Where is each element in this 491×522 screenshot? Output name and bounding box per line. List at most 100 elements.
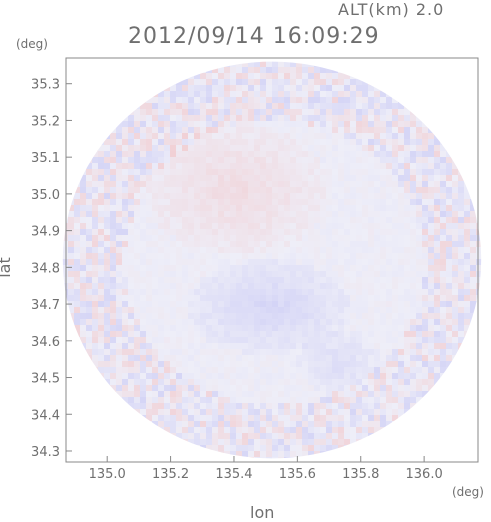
- heatmap-cell: [152, 193, 158, 199]
- heatmap-cell: [170, 397, 176, 403]
- heatmap-cell: [410, 127, 416, 133]
- heatmap-cell: [122, 85, 128, 91]
- heatmap-cell: [350, 289, 356, 295]
- heatmap-cell: [278, 169, 284, 175]
- heatmap-cell: [236, 127, 242, 133]
- heatmap-cell: [476, 229, 482, 235]
- heatmap-cell: [416, 169, 422, 175]
- heatmap-cell: [374, 247, 380, 253]
- heatmap-cell: [158, 301, 164, 307]
- heatmap-cell: [284, 91, 290, 97]
- heatmap-cell: [176, 145, 182, 151]
- heatmap-cell: [434, 109, 440, 115]
- heatmap-cell: [218, 121, 224, 127]
- heatmap-cell: [188, 361, 194, 367]
- heatmap-cell: [428, 151, 434, 157]
- heatmap-cell: [134, 283, 140, 289]
- heatmap-cell: [218, 247, 224, 253]
- heatmap-cell: [434, 289, 440, 295]
- heatmap-cell: [188, 181, 194, 187]
- heatmap-cell: [224, 151, 230, 157]
- heatmap-cell: [110, 133, 116, 139]
- heatmap-cell: [320, 271, 326, 277]
- heatmap-cell: [416, 439, 422, 445]
- heatmap-cell: [110, 127, 116, 133]
- heatmap-cell: [386, 319, 392, 325]
- heatmap-cell: [158, 271, 164, 277]
- heatmap-cell: [254, 163, 260, 169]
- heatmap-cell: [200, 355, 206, 361]
- heatmap-cell: [302, 151, 308, 157]
- heatmap-cell: [194, 415, 200, 421]
- heatmap-cell: [260, 295, 266, 301]
- heatmap-cell: [320, 199, 326, 205]
- heatmap-cell: [356, 409, 362, 415]
- heatmap-cell: [224, 157, 230, 163]
- heatmap-cell: [344, 163, 350, 169]
- heatmap-cell: [158, 337, 164, 343]
- heatmap-cell: [380, 67, 386, 73]
- heatmap-cell: [278, 397, 284, 403]
- heatmap-cell: [218, 415, 224, 421]
- heatmap-cell: [260, 373, 266, 379]
- heatmap-cell: [200, 277, 206, 283]
- heatmap-cell: [464, 367, 470, 373]
- heatmap-cell: [80, 217, 86, 223]
- heatmap-cell: [152, 103, 158, 109]
- heatmap-cell: [86, 379, 92, 385]
- heatmap-cell: [200, 217, 206, 223]
- heatmap-cell: [224, 115, 230, 121]
- heatmap-cell: [140, 331, 146, 337]
- heatmap-cell: [338, 97, 344, 103]
- heatmap-cell: [320, 97, 326, 103]
- heatmap-cell: [398, 361, 404, 367]
- heatmap-cell: [398, 187, 404, 193]
- heatmap-cell: [140, 79, 146, 85]
- heatmap-cell: [332, 355, 338, 361]
- heatmap-cell: [302, 367, 308, 373]
- heatmap-cell: [170, 337, 176, 343]
- heatmap-cell: [404, 151, 410, 157]
- heatmap-cell: [332, 283, 338, 289]
- heatmap-cell: [326, 439, 332, 445]
- heatmap-cell: [146, 151, 152, 157]
- heatmap-cell: [80, 343, 86, 349]
- heatmap-cell: [296, 409, 302, 415]
- heatmap-cell: [398, 121, 404, 127]
- heatmap-cell: [314, 307, 320, 313]
- heatmap-cell: [212, 349, 218, 355]
- heatmap-cell: [296, 205, 302, 211]
- heatmap-cell: [248, 211, 254, 217]
- heatmap-cell: [152, 403, 158, 409]
- x-tick-label: 135.2: [152, 467, 189, 482]
- heatmap-cell: [62, 67, 68, 73]
- x-axis-ticks: 135.0 135.2 135.4 135.6 135.8 136.0: [89, 456, 443, 482]
- heatmap-cell: [458, 181, 464, 187]
- heatmap-cell: [458, 439, 464, 445]
- heatmap-cell: [362, 127, 368, 133]
- heatmap-cell: [266, 385, 272, 391]
- heatmap-cell: [224, 277, 230, 283]
- heatmap-cell: [206, 295, 212, 301]
- heatmap-cell: [332, 409, 338, 415]
- x-tick-label: 135.0: [89, 467, 126, 482]
- heatmap-cell: [392, 247, 398, 253]
- heatmap-cell: [146, 385, 152, 391]
- heatmap-cell: [440, 397, 446, 403]
- heatmap-cell: [74, 121, 80, 127]
- heatmap-cell: [464, 133, 470, 139]
- heatmap-cell: [458, 289, 464, 295]
- heatmap-cell: [470, 145, 476, 151]
- heatmap-cell: [290, 85, 296, 91]
- heatmap-cell: [152, 97, 158, 103]
- heatmap-cell: [440, 229, 446, 235]
- heatmap-cell: [86, 283, 92, 289]
- heatmap-cell: [350, 379, 356, 385]
- heatmap-cell: [416, 193, 422, 199]
- heatmap-cell: [86, 301, 92, 307]
- heatmap-cell: [422, 349, 428, 355]
- heatmap-cell: [242, 163, 248, 169]
- heatmap-cell: [194, 403, 200, 409]
- heatmap-cell: [470, 139, 476, 145]
- heatmap-cell: [368, 391, 374, 397]
